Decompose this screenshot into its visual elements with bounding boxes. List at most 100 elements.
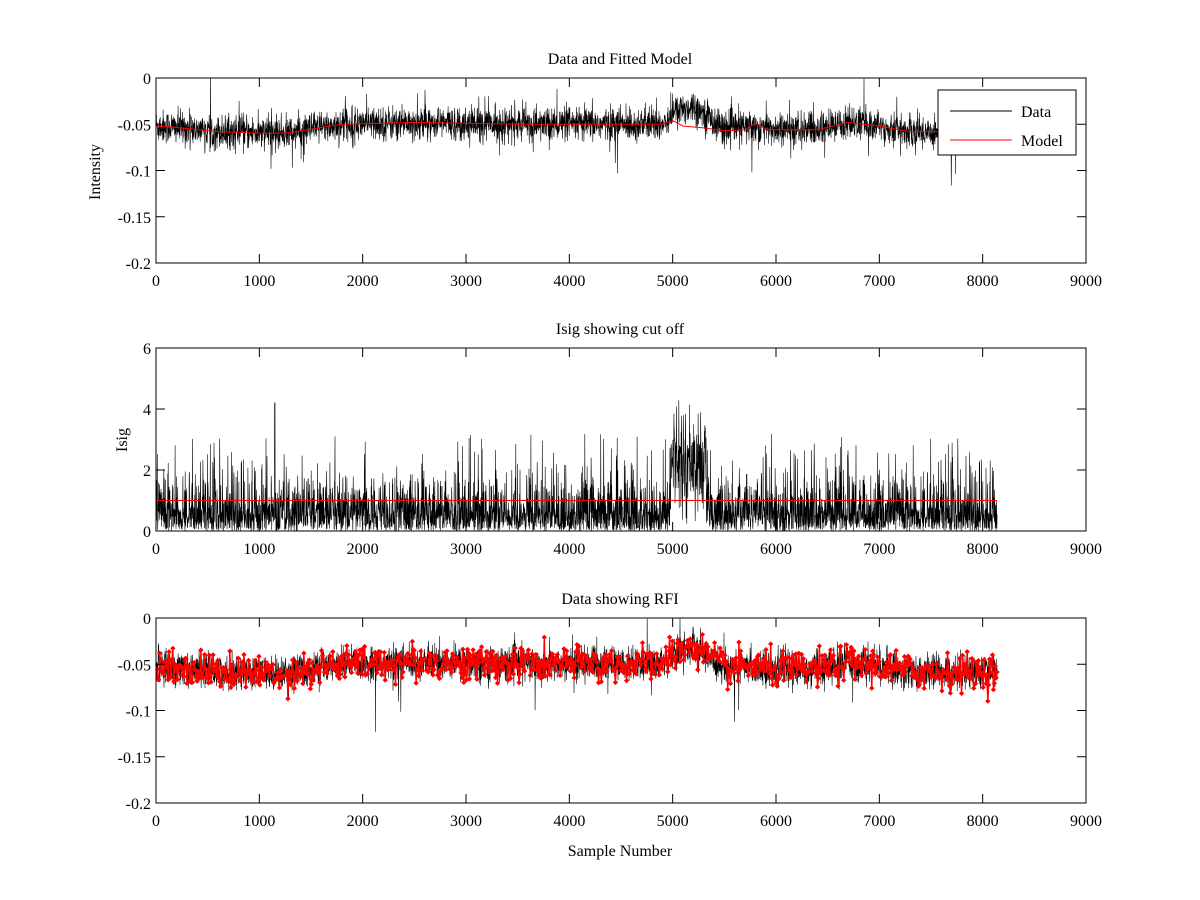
rfi-marker — [331, 667, 338, 673]
rfi-marker — [664, 661, 670, 668]
rfi-marker — [340, 653, 346, 659]
rfi-marker — [427, 661, 433, 667]
y-tick-label: 6 — [143, 341, 151, 358]
rfi-marker — [883, 659, 890, 665]
rfi-marker — [385, 667, 391, 673]
y-tick-label: -0.05 — [118, 117, 151, 134]
rfi-marker — [849, 662, 855, 669]
x-tick-label: 5000 — [657, 273, 689, 290]
x-ticks: 0 1000 2000 3000 4000 5000 6000 7000 8000 9000 — [152, 78, 1102, 290]
rfi-marker — [648, 676, 654, 682]
rfi-marker — [667, 662, 674, 668]
rfi-marker — [776, 675, 782, 682]
x-tick-label: 2000 — [347, 541, 379, 558]
rfi-marker — [294, 678, 301, 684]
rfi-marker — [310, 677, 316, 683]
rfi-marker — [552, 667, 559, 674]
rfi-marker — [422, 655, 429, 662]
rfi-marker — [903, 658, 910, 664]
rfi-marker — [694, 666, 701, 673]
rfi-marker — [237, 677, 243, 684]
rfi-marker — [651, 670, 658, 677]
rfi-marker — [416, 673, 422, 679]
rfi-marker — [697, 644, 704, 650]
rfi-marker — [456, 662, 462, 669]
x-tick-label: 4000 — [553, 273, 585, 290]
rfi-marker — [638, 656, 645, 662]
rfi-marker — [192, 667, 199, 673]
rfi-marker — [593, 659, 600, 665]
rfi-marker — [414, 667, 420, 673]
rfi-marker — [200, 664, 207, 670]
rfi-marker — [448, 669, 455, 676]
rfi-marker — [727, 680, 734, 687]
x-ticks: 0 1000 2000 3000 4000 5000 6000 7000 8000 9000 — [152, 618, 1102, 830]
rfi-marker — [260, 677, 267, 683]
x-tick-label: 5000 — [657, 541, 689, 558]
x-tick-label: 9000 — [1070, 541, 1102, 558]
rfi-marker — [665, 669, 671, 675]
rfi-marker — [252, 657, 258, 664]
rfi-marker — [243, 684, 249, 690]
rfi-marker — [433, 653, 439, 659]
y-axis-label: Isig — [114, 428, 131, 452]
rfi-marker — [549, 651, 556, 658]
rfi-marker — [687, 636, 693, 642]
rfi-marker — [439, 666, 446, 673]
rfi-marker — [391, 662, 398, 669]
rfi-marker — [525, 647, 532, 653]
rfi-marker — [378, 672, 385, 678]
rfi-marker — [204, 674, 211, 680]
rfi-marker — [862, 646, 868, 653]
rfi-marker — [577, 654, 583, 661]
rfi-marker — [163, 664, 170, 670]
rfi-marker — [735, 678, 741, 684]
rfi-marker — [653, 651, 660, 657]
rfi-marker — [542, 673, 548, 680]
rfi-marker — [227, 648, 233, 654]
y-tick-label: 0 — [143, 524, 151, 541]
rfi-marker — [189, 679, 196, 686]
rfi-marker — [466, 676, 473, 682]
rfi-marker — [300, 680, 306, 687]
y-tick-label: 0 — [143, 71, 151, 88]
rfi-marker — [396, 651, 403, 658]
rfi-marker — [732, 659, 738, 665]
rfi-marker — [599, 656, 606, 663]
rfi-marker — [640, 649, 647, 656]
rfi-marker — [174, 676, 181, 683]
y-tick-label: -0.15 — [118, 210, 151, 227]
rfi-marker — [736, 639, 742, 645]
rfi-marker — [459, 675, 465, 681]
rfi-marker — [327, 653, 333, 659]
rfi-marker — [994, 669, 1000, 675]
legend: Data Model — [937, 89, 1077, 156]
rfi-marker — [477, 654, 484, 661]
rfi-marker — [794, 671, 800, 678]
rfi-marker — [731, 670, 737, 676]
rfi-marker — [500, 666, 506, 673]
rfi-marker — [425, 669, 432, 675]
rfi-marker — [835, 683, 841, 689]
rfi-marker — [659, 666, 665, 672]
rfi-marker — [722, 652, 728, 659]
rfi-marker — [623, 677, 630, 684]
plot-area: 0 1000 2000 3000 4000 5000 6000 7000 8000 90000-0… — [118, 611, 1102, 830]
rfi-marker — [231, 679, 238, 686]
rfi-marker — [986, 656, 993, 662]
series-data-line — [156, 78, 998, 186]
x-ticks: 0 1000 2000 3000 4000 5000 6000 7000 8000 9000 — [152, 348, 1102, 558]
rfi-marker — [748, 662, 754, 668]
rfi-marker — [705, 644, 711, 650]
panel-title: Isig showing cut off — [556, 321, 685, 338]
rfi-marker — [762, 658, 768, 665]
rfi-marker — [270, 661, 276, 668]
rfi-marker — [949, 681, 955, 687]
panel-data-and-fitted-model: Data and Fitted Model Intensity 0 1000 200… — [87, 51, 1102, 290]
rfi-marker — [462, 671, 469, 678]
rfi-marker — [841, 665, 848, 671]
rfi-marker — [457, 659, 463, 666]
plot-area: 0 1000 2000 3000 4000 5000 6000 7000 8000 90000-0… — [118, 71, 1102, 290]
rfi-marker — [809, 668, 815, 674]
rfi-marker — [444, 648, 450, 654]
